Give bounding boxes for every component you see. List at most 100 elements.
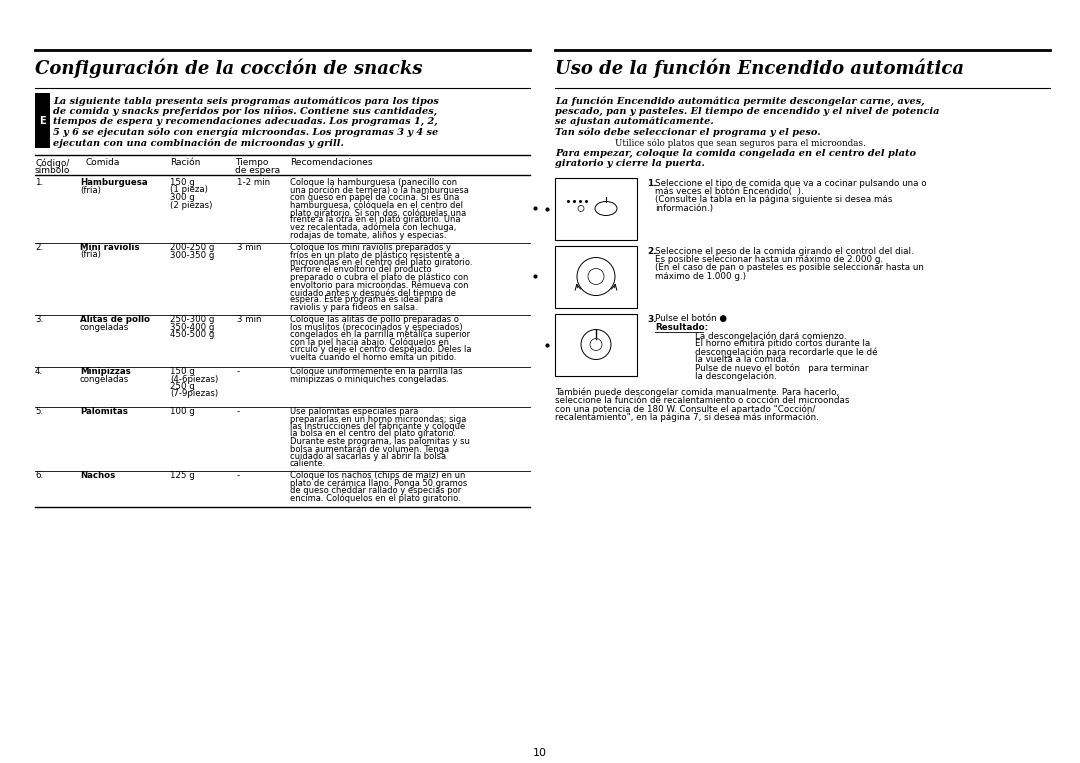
Text: cuidado antes y después del tiempo de: cuidado antes y después del tiempo de [291,288,456,298]
Text: vuelta cuando el horno emita un pitido.: vuelta cuando el horno emita un pitido. [291,353,457,362]
Text: 3 min: 3 min [237,315,261,324]
Text: Tiempo: Tiempo [235,158,268,167]
Ellipse shape [578,205,584,211]
Text: (Consulte la tabla en la página siguiente si desea más: (Consulte la tabla en la página siguient… [654,195,892,204]
Text: Para empezar, coloque la comida congelada en el centro del plato: Para empezar, coloque la comida congelad… [555,149,916,157]
Text: los muslitos (precocinados y especiados): los muslitos (precocinados y especiados) [291,323,462,331]
Text: recalentamiento", en la página 7, si desea más información.: recalentamiento", en la página 7, si des… [555,413,819,423]
Text: Coloque los nachos (chips de maíz) en un: Coloque los nachos (chips de maíz) en un [291,471,465,480]
Ellipse shape [581,330,611,359]
Text: 150 g: 150 g [170,367,194,376]
Text: Palomitas: Palomitas [80,407,127,416]
Text: 10: 10 [534,748,546,758]
Text: 3.: 3. [647,314,657,324]
Text: También puede descongelar comida manualmente. Para hacerlo,: También puede descongelar comida manualm… [555,388,839,397]
Text: Pulse de nuevo el botón   para terminar: Pulse de nuevo el botón para terminar [696,363,868,373]
Text: 100 g: 100 g [170,407,194,416]
Text: una porción de ternera) o la hamburguesa: una porción de ternera) o la hamburguesa [291,185,469,195]
Text: Mini raviolis: Mini raviolis [80,243,139,252]
Text: bolsa aumentarán de volumen. Tenga: bolsa aumentarán de volumen. Tenga [291,445,449,453]
Text: congeladas: congeladas [80,375,130,384]
Text: Coloque los mini raviolis preparados y: Coloque los mini raviolis preparados y [291,243,451,252]
Text: (1 pieza): (1 pieza) [170,185,207,195]
Text: 250-300 g: 250-300 g [170,315,214,324]
Text: Ración: Ración [170,158,201,167]
Text: Coloque la hamburguesa (panecillo con: Coloque la hamburguesa (panecillo con [291,178,457,187]
Text: (En el caso de pan o pasteles es posible seleccionar hasta un: (En el caso de pan o pasteles es posible… [654,263,923,272]
Text: 350-400 g: 350-400 g [170,323,214,331]
Text: tiempos de espera y recomendaciones adecuadas. Los programas 1, 2,: tiempos de espera y recomendaciones adec… [53,117,437,126]
Text: Configuración de la cocción de snacks: Configuración de la cocción de snacks [35,58,422,78]
Text: caliente.: caliente. [291,459,326,468]
Text: 200-250 g: 200-250 g [170,243,214,252]
Text: Recomendaciones: Recomendaciones [291,158,373,167]
Text: Pulse el botón ●: Pulse el botón ● [654,314,727,324]
Text: congeladas: congeladas [80,323,130,331]
Text: minipizzas o miniquiches congeladas.: minipizzas o miniquiches congeladas. [291,375,449,384]
Text: 5 y 6 se ejecutan sólo con energía microondas. Los programas 3 y 4 se: 5 y 6 se ejecutan sólo con energía micro… [53,127,438,137]
Text: rodajas de tomate, aliños y especias.: rodajas de tomate, aliños y especias. [291,230,446,240]
Text: 1.: 1. [647,179,657,188]
Text: la vuelta a la comida.: la vuelta a la comida. [696,356,789,365]
Text: Coloque las alitas de pollo preparadas o: Coloque las alitas de pollo preparadas o [291,315,459,324]
Text: encima. Colóquelos en el plato giratorio.: encima. Colóquelos en el plato giratorio… [291,494,461,503]
Text: prepararlas en un horno microondas; siga: prepararlas en un horno microondas; siga [291,414,467,423]
Text: 5.: 5. [35,407,43,416]
Text: de comida y snacks preferidos por los niños. Contiene sus cantidades,: de comida y snacks preferidos por los ni… [53,107,437,117]
Text: 300-350 g: 300-350 g [170,250,214,259]
Text: 300 g: 300 g [170,193,194,202]
Text: raviolis y para fideos en salsa.: raviolis y para fideos en salsa. [291,303,418,312]
Text: Coloque uniformemente en la parrilla las: Coloque uniformemente en la parrilla las [291,367,462,376]
Text: 1.: 1. [35,178,43,187]
Text: (fría): (fría) [80,250,100,259]
Text: círculo y deje el centro despejado. Deles la: círculo y deje el centro despejado. Dele… [291,345,472,354]
Text: Comida: Comida [85,158,120,167]
Text: Utilice sólo platos que sean seguros para el microondas.: Utilice sólo platos que sean seguros par… [615,138,866,147]
Text: la descongelación.: la descongelación. [696,372,777,381]
Text: 4.: 4. [35,367,43,376]
Text: frente a la otra en el plato giratorio. Una: frente a la otra en el plato giratorio. … [291,215,460,224]
Text: preparado o cubra el plato de plástico con: preparado o cubra el plato de plástico c… [291,273,469,282]
Ellipse shape [590,339,602,350]
Text: cuidado al sacarlas y al abrir la bolsa: cuidado al sacarlas y al abrir la bolsa [291,452,446,461]
Text: congelados en la parrilla metálica superior: congelados en la parrilla metálica super… [291,330,470,339]
Text: Es posible seleccionar hasta un máximo de 2.000 g.: Es posible seleccionar hasta un máximo d… [654,255,883,264]
Text: las instrucciones del fabricante y coloque: las instrucciones del fabricante y coloq… [291,422,465,431]
Text: espera. Este programa es ideal para: espera. Este programa es ideal para [291,295,443,304]
Text: Código/: Código/ [35,158,69,168]
Text: más veces el botón Encendido(  ).: más veces el botón Encendido( ). [654,187,804,196]
Text: se ajustan automáticamente.: se ajustan automáticamente. [555,117,714,127]
Text: Durante este programa, las palomitas y su: Durante este programa, las palomitas y s… [291,437,470,446]
Text: Use palomitas especiales para: Use palomitas especiales para [291,407,418,416]
Ellipse shape [588,269,604,285]
Text: E: E [39,115,45,125]
Text: (2 piezas): (2 piezas) [170,201,213,210]
Text: Nachos: Nachos [80,471,116,480]
Text: con queso en papel de cocina. Si es una: con queso en papel de cocina. Si es una [291,193,459,202]
Text: 6.: 6. [35,471,43,480]
Text: envoltorio para microondas. Remueva con: envoltorio para microondas. Remueva con [291,281,469,289]
Text: 450-500 g: 450-500 g [170,330,214,339]
Text: plato giratorio. Si son dos, colóquelas una: plato giratorio. Si son dos, colóquelas … [291,208,467,217]
Text: 3.: 3. [35,315,43,324]
Text: con la piel hacia abajo. Colóquelos en: con la piel hacia abajo. Colóquelos en [291,337,449,347]
Text: Perfore el envoltorio del producto: Perfore el envoltorio del producto [291,266,432,275]
Text: símbolo: símbolo [35,166,70,175]
Text: Minipizzas: Minipizzas [80,367,131,376]
Bar [555,178,637,240]
Text: vez recalentada, adórnela con lechuga,: vez recalentada, adórnela con lechuga, [291,223,457,233]
Text: 125 g: 125 g [170,471,194,480]
Text: (fría): (fría) [80,185,100,195]
Bar [555,314,637,375]
Text: 150 g: 150 g [170,178,194,187]
Text: Seleccione el peso de la comida girando el control del dial.: Seleccione el peso de la comida girando … [654,246,914,256]
Text: -: - [237,407,240,416]
Text: La descongelación dará comienzo.: La descongelación dará comienzo. [696,331,847,341]
Text: Seleccione el tipo de comida que va a cocinar pulsando una o: Seleccione el tipo de comida que va a co… [654,179,927,188]
Text: La siguiente tabla presenta seis programas automáticos para los tipos: La siguiente tabla presenta seis program… [53,96,438,105]
Text: descongelación para recordarle que le dé: descongelación para recordarle que le dé [696,347,877,357]
Text: 2.: 2. [647,246,657,256]
Text: de espera: de espera [235,166,280,175]
Text: ejecutan con una combinación de microondas y grill.: ejecutan con una combinación de microond… [53,138,343,147]
Text: 250 g: 250 g [170,382,194,391]
